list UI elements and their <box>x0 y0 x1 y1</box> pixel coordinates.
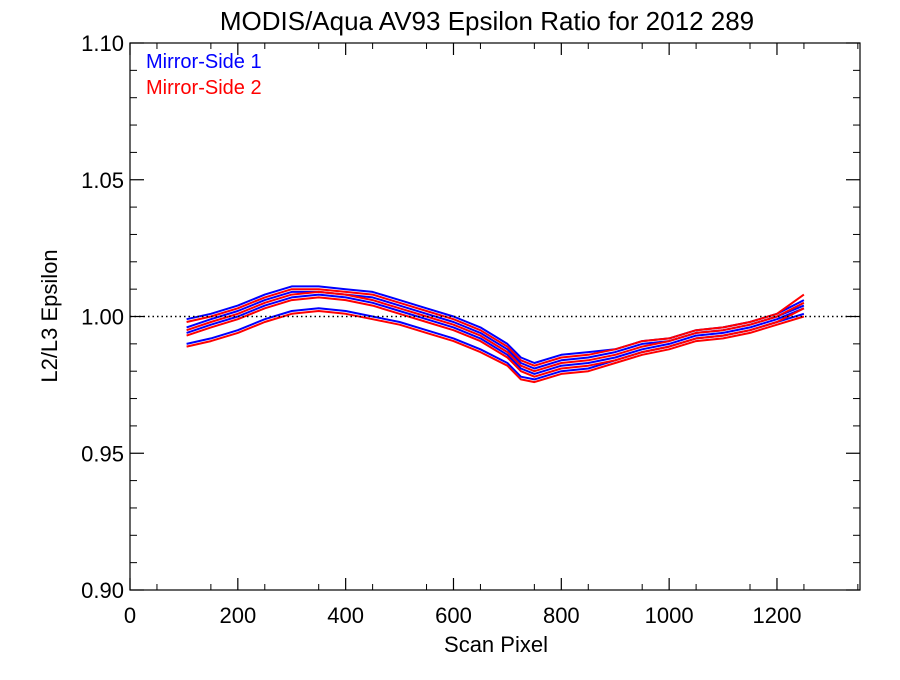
legend-entry-2: Mirror-Side 2 <box>146 77 262 99</box>
series-line-5 <box>186 288 805 367</box>
y-axis-label: L2/L3 Epsilon <box>37 249 62 382</box>
y-tick-label: 1.00 <box>81 305 124 330</box>
x-tick-label: 1200 <box>752 603 801 628</box>
axes-layer: 0 200 400 600 800 1000 1200 0.90 0.95 1.00 1.05 1.1… <box>81 31 861 628</box>
series-layer <box>186 285 805 384</box>
series-line-7 <box>186 296 805 378</box>
y-tick-label: 0.95 <box>81 441 124 466</box>
x-tick-label: 400 <box>327 603 364 628</box>
legend: Mirror-Side 1 Mirror-Side 2 <box>146 51 262 99</box>
x-tick-label: 800 <box>543 603 580 628</box>
y-tick-label: 1.05 <box>81 168 124 193</box>
x-tick-label: 200 <box>219 603 256 628</box>
y-tick-label: 1.10 <box>81 31 124 56</box>
x-tick-label: 1000 <box>645 603 694 628</box>
series-line-3 <box>186 293 805 375</box>
x-tick-label: 600 <box>435 603 472 628</box>
x-tick-label: 0 <box>124 603 136 628</box>
series-line-6 <box>186 290 805 373</box>
chart-title: MODIS/Aqua AV93 Epsilon Ratio for 2012 2… <box>220 6 754 36</box>
legend-entry-1: Mirror-Side 1 <box>146 51 262 73</box>
x-axis-label: Scan Pixel <box>444 632 548 657</box>
series-line-8 <box>186 310 805 384</box>
y-tick-label: 0.90 <box>81 578 124 603</box>
